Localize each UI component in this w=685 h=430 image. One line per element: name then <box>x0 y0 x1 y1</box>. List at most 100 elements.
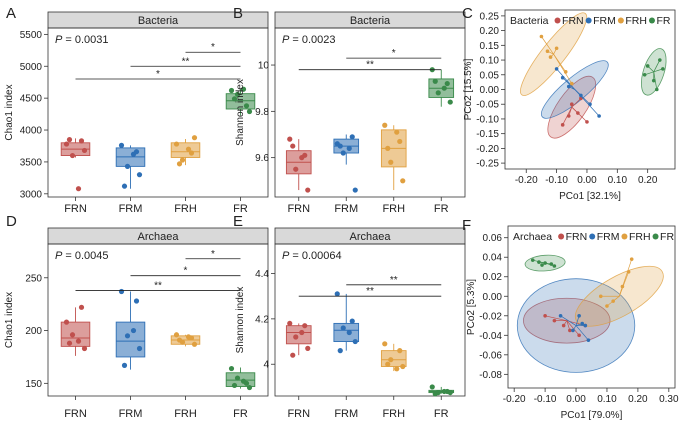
data-point-f-fr-1 <box>537 260 541 264</box>
legend-title-f: Archaea <box>513 231 552 243</box>
data-point-d-frh-3 <box>191 341 198 347</box>
legend-marker-f-frh <box>621 233 628 240</box>
legend-label-c-fr: FR <box>656 15 670 27</box>
data-point-a-frn-0 <box>63 141 70 147</box>
data-point-b-frh-3 <box>400 178 406 184</box>
plot-frame-a <box>47 27 269 198</box>
box-a-frn <box>60 137 91 192</box>
y-tick-label-c-1: -0.20 <box>476 144 499 155</box>
y-tick-label-d-2: 250 <box>25 273 42 284</box>
y-tick-label-c-6: 0.05 <box>480 70 500 81</box>
x-category-label-b-frm: FRM <box>334 203 358 215</box>
data-point-c-fr-4 <box>642 72 647 77</box>
box-a-frh <box>170 135 201 167</box>
data-point-d-frh-5 <box>185 334 192 340</box>
data-point-f-frm-2 <box>586 338 591 342</box>
y-tick-label-f-7: 0.06 <box>483 233 503 244</box>
y-axis-title-f: PCo2 [5.3%] <box>466 279 477 335</box>
data-point-f-frn-0 <box>543 313 547 318</box>
legend-marker-f-fr <box>652 233 659 240</box>
panel-letter-d: D <box>6 213 17 230</box>
p-value-symbol-a: P <box>55 34 63 46</box>
box-e-frm <box>333 291 360 354</box>
box-d-frm <box>115 288 146 370</box>
data-point-e-frm-5 <box>346 329 352 336</box>
p-value-number-d: = 0.0045 <box>62 250 108 262</box>
x-tick-label-c-3: 0.10 <box>608 175 628 186</box>
data-point-f-frn-2 <box>561 323 566 328</box>
p-value-a: P = 0.0031 <box>55 34 109 46</box>
data-point-d-frm-4 <box>121 362 128 368</box>
panel-d: D Archaea 150 200 250 Chao1 index P = 0.0045 FR… <box>4 213 269 420</box>
data-point-b-frn-0 <box>287 136 293 142</box>
data-point-e-frm-2 <box>340 325 346 331</box>
data-point-b-frn-2 <box>293 166 299 172</box>
x-category-label-e-frm: FRM <box>334 408 358 420</box>
data-point-f-frn-1 <box>552 318 557 323</box>
y-tick-label-c-9: 0.20 <box>480 26 500 37</box>
y-tick-label-b-1: 9.8 <box>255 107 269 118</box>
p-value-b: P = 0.0023 <box>282 34 336 46</box>
y-tick-label-c-0: -0.25 <box>476 159 499 170</box>
sig-label-a-1: ** <box>182 56 190 67</box>
data-point-e-frm-0 <box>334 291 340 297</box>
sig-label-a-0: * <box>211 42 215 53</box>
plot-frame-d <box>47 243 269 397</box>
x-category-label-e-frn: FRN <box>287 408 310 420</box>
legend-label-f-fr: FR <box>660 231 674 243</box>
spider-line-c-fr-0 <box>653 59 661 72</box>
data-point-e-frn-3 <box>305 345 311 351</box>
data-point-d-frh-4 <box>176 337 183 343</box>
spider-line-c-frh-0 <box>541 36 554 55</box>
x-category-label-b-frh: FRH <box>382 203 405 215</box>
plot-area-c <box>520 12 667 139</box>
panel-letter-c: C <box>462 5 473 22</box>
data-point-a-frh-2 <box>179 157 186 163</box>
data-point-c-frn-0 <box>569 102 574 107</box>
y-tick-label-e-0: 4 <box>263 360 269 371</box>
data-point-b-fr-1 <box>444 80 450 87</box>
data-point-b-frm-5 <box>346 145 352 151</box>
spider-line-c-frm-5 <box>574 89 600 117</box>
data-point-a-frm-4 <box>121 183 128 189</box>
data-point-d-fr-3 <box>246 384 253 391</box>
data-point-e-frn-5 <box>299 329 305 336</box>
p-value-number-b: = 0.0023 <box>289 34 335 46</box>
sig-label-b-1: ** <box>366 60 374 71</box>
x-category-label-e-fr: FR <box>434 408 449 420</box>
y-tick-label-a-4: 5000 <box>20 62 43 73</box>
data-point-a-frh-3 <box>191 135 198 141</box>
spider-line-c-frn-4 <box>571 106 588 123</box>
data-point-b-frm-3 <box>352 187 358 193</box>
data-point-d-fr-5 <box>240 378 247 384</box>
x-axis-title-f: PCo1 [79.0%] <box>561 410 623 421</box>
data-point-f-fr-3 <box>549 262 554 266</box>
x-tick-label-c-0: -0.20 <box>515 175 538 186</box>
data-point-e-frh-5 <box>394 366 400 372</box>
data-point-d-fr-0 <box>228 365 235 372</box>
panel-letter-b: B <box>233 5 243 22</box>
strip-title-a: Bacteria <box>138 15 179 27</box>
legend-label-c-frn: FRN <box>562 15 584 27</box>
data-point-e-frn-4 <box>290 352 296 358</box>
data-point-b-frn-3 <box>305 187 311 193</box>
data-point-d-frn-4 <box>66 340 73 346</box>
y-tick-label-c-8: 0.15 <box>480 41 500 52</box>
plot-area-f <box>516 254 664 373</box>
x-tick-label-f-2: 0.00 <box>566 394 586 405</box>
sig-label-d-0: * <box>211 249 215 260</box>
panel-letter-e: E <box>233 213 243 230</box>
plot-frame-f <box>507 225 676 389</box>
x-category-label-b-fr: FR <box>434 203 449 215</box>
p-value-d: P = 0.0045 <box>55 250 109 262</box>
data-point-e-fr-4 <box>432 391 438 397</box>
legend-marker-c-frn <box>554 17 561 24</box>
sig-label-d-2: ** <box>154 280 162 291</box>
data-point-c-frh-3 <box>548 55 553 59</box>
data-point-b-fr-5 <box>441 85 447 91</box>
x-category-label-d-frn: FRN <box>64 408 87 420</box>
panel-e: E Archaea 4 4.2 4.4 Shannon index P = 0.00064 F… <box>233 213 466 420</box>
data-point-b-frm-4 <box>337 143 343 149</box>
data-point-d-frn-1 <box>78 304 85 310</box>
x-tick-label-c-1: -0.10 <box>545 175 568 186</box>
